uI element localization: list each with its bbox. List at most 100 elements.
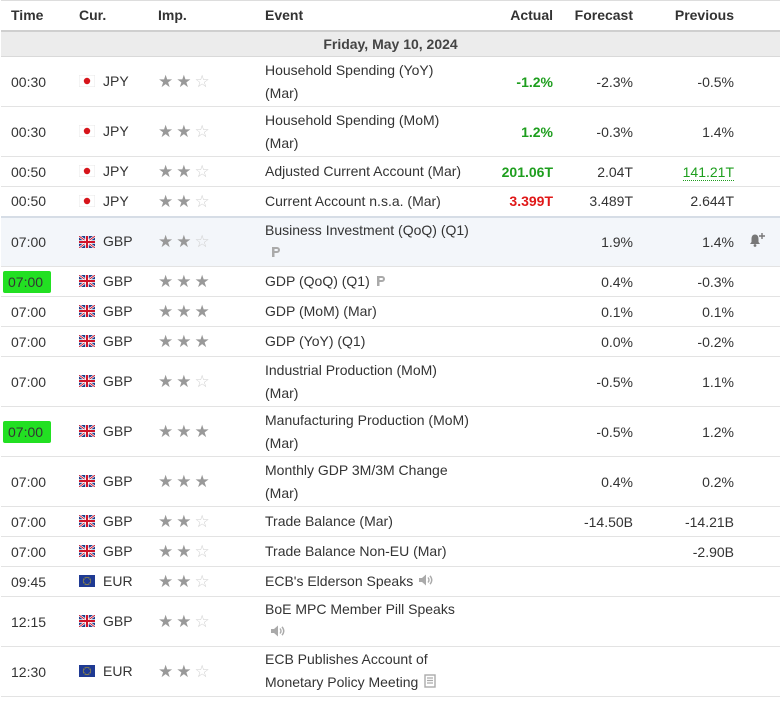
event-name[interactable]: Trade Balance (Mar) [265, 513, 393, 530]
event-name[interactable]: GDP (YoY) (Q1) [265, 333, 366, 350]
currency-cell: GBP [78, 297, 158, 327]
star-filled-icon: ★ [158, 332, 177, 352]
event-name[interactable]: Industrial Production (MoM) [265, 361, 437, 378]
event-cell[interactable]: Manufacturing Production (MoM) (Mar) [265, 407, 491, 457]
alert-cell [734, 157, 780, 187]
forecast-value: 0.4% [601, 473, 633, 490]
event-name[interactable]: ECB's Elderson Speaks [265, 572, 414, 589]
event-name[interactable]: Household Spending (MoM) [265, 111, 440, 128]
importance-cell: ★★★ [158, 327, 265, 357]
event-time-cell: 07:00 [1, 357, 79, 407]
date-label: Friday, May 10, 2024 [323, 35, 458, 52]
preliminary-icon [270, 242, 282, 265]
star-filled-icon: ★ [176, 191, 195, 211]
event-name[interactable]: Manufacturing Production (MoM) [265, 411, 469, 428]
event-name[interactable]: Business Investment (QoQ) (Q1) [265, 221, 469, 238]
add-alert-bell-icon[interactable] [748, 233, 766, 251]
event-time-cell: 00:30 [1, 57, 79, 107]
previous-text: 2.644T [690, 193, 734, 210]
forecast-value: -2.3% [596, 73, 633, 90]
event-name[interactable]: (Mar) [265, 134, 299, 151]
event-time: 12:15 [11, 613, 47, 630]
event-cell[interactable]: Household Spending (YoY) (Mar) [265, 57, 491, 107]
event-cell[interactable]: ECB Publishes Account of Monetary Policy … [265, 647, 491, 697]
event-name[interactable]: (Mar) [265, 484, 299, 501]
event-name[interactable]: (Mar) [265, 434, 299, 451]
actual-value [491, 297, 553, 327]
header-importance[interactable]: Imp. [158, 7, 187, 24]
event-cell[interactable]: Industrial Production (MoM) (Mar) [265, 357, 491, 407]
event-time: 00:50 [11, 163, 47, 180]
previous-value: 1.2% [633, 407, 734, 457]
star-filled-icon: ★ [176, 332, 195, 352]
event-name[interactable]: (Mar) [265, 384, 299, 401]
event-cell[interactable]: ECB's Elderson Speaks [265, 567, 491, 597]
event-cell[interactable]: Adjusted Current Account (Mar) [265, 157, 491, 187]
event-time: 12:30 [11, 663, 47, 680]
event-name[interactable]: (Mar) [265, 84, 299, 101]
japan-flag-icon [78, 124, 96, 140]
alert-cell [734, 267, 780, 297]
previous-text: 0.1% [702, 303, 734, 320]
event-row: 07:00 GBP ★★★ Manufacturing Production (MoM… [1, 407, 780, 457]
event-row: 00:30 JPY ★★☆ Household Spending (MoM) (Mar)… [1, 107, 780, 157]
event-name[interactable]: Current Account n.s.a. (Mar) [265, 192, 441, 209]
currency-code: GBP [103, 613, 133, 630]
star-filled-icon: ★ [194, 272, 213, 292]
alert-cell [734, 357, 780, 407]
importance-cell: ★★★ [158, 297, 265, 327]
event-name[interactable]: ECB Publishes Account of [265, 651, 428, 668]
header-event[interactable]: Event [265, 7, 304, 24]
previous-text[interactable]: 141.21T [682, 163, 734, 181]
header-actual[interactable]: Actual [510, 7, 553, 24]
event-time: 09:45 [11, 573, 47, 590]
star-empty-icon: ☆ [194, 232, 213, 252]
event-name[interactable]: GDP (MoM) (Mar) [265, 303, 377, 320]
importance-stars: ★★☆ [158, 72, 213, 91]
event-name[interactable]: Monthly GDP 3M/3M Change [265, 461, 448, 478]
event-name[interactable]: BoE MPC Member Pill Speaks [265, 601, 455, 618]
uk-flag-icon [78, 424, 96, 440]
forecast-value [553, 567, 633, 597]
event-cell[interactable]: Household Spending (MoM) (Mar) [265, 107, 491, 157]
event-cell[interactable]: Trade Balance (Mar) [265, 507, 491, 537]
event-cell[interactable]: Monthly GDP 3M/3M Change (Mar) [265, 457, 491, 507]
event-cell[interactable]: Business Investment (QoQ) (Q1) [265, 217, 491, 267]
importance-stars: ★★☆ [158, 372, 213, 391]
event-name[interactable]: Monetary Policy Meeting [265, 674, 419, 691]
actual-text: 3.399T [509, 193, 553, 210]
importance-stars: ★★☆ [158, 232, 213, 251]
header-time[interactable]: Time [11, 7, 44, 24]
event-cell[interactable]: Trade Balance Non-EU (Mar) [265, 537, 491, 567]
previous-value: -0.5% [633, 57, 734, 107]
header-forecast[interactable]: Forecast [574, 7, 633, 24]
event-time: 07:00 [3, 420, 52, 443]
currency-code: JPY [103, 192, 129, 209]
event-cell[interactable]: BoE MPC Member Pill Speaks [265, 597, 491, 647]
event-cell[interactable]: GDP (YoY) (Q1) [265, 327, 491, 357]
star-filled-icon: ★ [176, 662, 195, 682]
event-cell[interactable]: GDP (QoQ) (Q1) [265, 267, 491, 297]
event-cell[interactable]: GDP (MoM) (Mar) [265, 297, 491, 327]
alert-cell [734, 57, 780, 107]
previous-value: -14.21B [633, 507, 734, 537]
star-filled-icon: ★ [158, 372, 177, 392]
header-currency[interactable]: Cur. [79, 7, 107, 24]
forecast-value [553, 597, 633, 647]
eu-flag-icon [79, 574, 95, 590]
event-cell[interactable]: Current Account n.s.a. (Mar) [265, 187, 491, 217]
event-row: 07:00 GBP ★★☆ Trade Balance (Mar) -14.50B -14… [1, 507, 780, 537]
header-previous[interactable]: Previous [674, 7, 734, 24]
actual-value: -1.2% [491, 57, 553, 107]
event-time: 07:00 [11, 473, 47, 490]
event-time-cell: 00:30 [1, 107, 79, 157]
event-name[interactable]: Household Spending (YoY) [265, 61, 434, 78]
event-name[interactable]: Adjusted Current Account (Mar) [265, 163, 462, 179]
alert-cell[interactable] [734, 217, 780, 267]
event-name[interactable]: Trade Balance Non-EU (Mar) [265, 543, 447, 560]
event-name[interactable]: GDP (QoQ) (Q1) [265, 272, 370, 289]
previous-value: 0.2% [633, 457, 734, 507]
previous-text: -14.21B [684, 513, 734, 530]
currency-code: GBP [103, 543, 133, 560]
actual-value [491, 507, 553, 537]
